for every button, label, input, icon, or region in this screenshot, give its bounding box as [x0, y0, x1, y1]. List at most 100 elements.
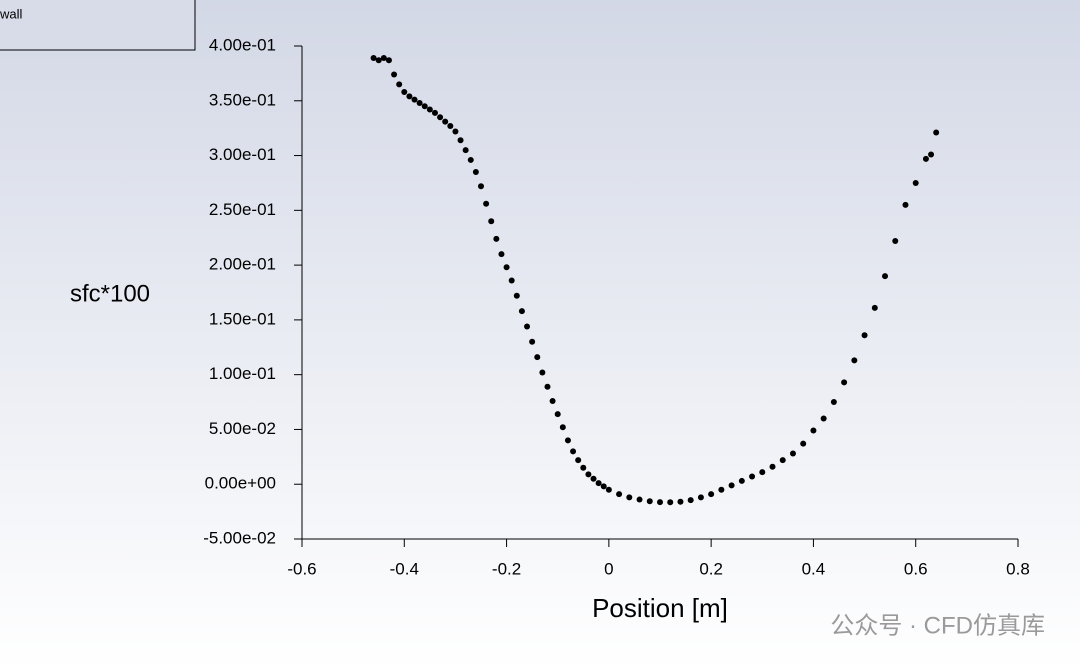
- data-point: [503, 264, 510, 271]
- data-point: [708, 491, 715, 498]
- data-point: [657, 499, 663, 506]
- data-point: [539, 369, 546, 376]
- data-point: [861, 332, 868, 339]
- x-tick-label: -0.6: [287, 559, 316, 578]
- data-point: [544, 383, 551, 390]
- data-point: [442, 118, 449, 125]
- y-tick-label: -5.00e-02: [203, 528, 276, 547]
- legend-entry: wall: [0, 6, 23, 21]
- y-tick-label: 1.00e-01: [209, 364, 276, 383]
- data-point: [467, 156, 474, 163]
- y-tick-label: 5.00e-02: [209, 419, 276, 438]
- data-point: [810, 427, 817, 434]
- data-point: [457, 137, 464, 144]
- data-point: [391, 71, 398, 78]
- data-point: [462, 147, 469, 154]
- data-point: [718, 486, 725, 493]
- x-axis-label: Position [m]: [592, 593, 728, 623]
- data-point: [851, 357, 858, 364]
- data-point: [841, 379, 848, 386]
- data-point: [600, 483, 607, 490]
- data-point: [380, 55, 387, 62]
- data-point: [590, 475, 597, 482]
- x-tick-label: 0: [604, 559, 613, 578]
- data-point: [882, 273, 889, 280]
- data-point: [759, 469, 766, 476]
- y-tick-label: 0.00e+00: [205, 474, 276, 493]
- data-point: [488, 218, 495, 225]
- x-tick-label: 0.2: [699, 559, 723, 578]
- legend-box: [0, 0, 196, 51]
- data-point: [437, 114, 444, 121]
- data-point: [922, 155, 929, 162]
- x-tick-label: 0.8: [1006, 559, 1030, 578]
- data-point: [570, 448, 577, 455]
- x-tick-label: 0.6: [904, 559, 928, 578]
- data-point: [498, 251, 505, 258]
- x-tick-label: -0.4: [390, 559, 419, 578]
- data-point: [472, 168, 479, 175]
- y-tick-label: 2.00e-01: [209, 255, 276, 274]
- y-tick-label: 2.50e-01: [209, 200, 276, 219]
- data-point: [493, 235, 500, 242]
- data-point: [559, 424, 566, 431]
- y-tick-label: 3.00e-01: [209, 145, 276, 164]
- y-tick-label: 4.00e-01: [209, 35, 276, 54]
- data-point: [830, 399, 837, 406]
- data-point: [687, 497, 694, 504]
- data-point: [871, 304, 878, 311]
- data-point: [697, 494, 704, 501]
- data-point: [508, 277, 515, 284]
- data-point: [452, 128, 459, 135]
- data-point: [800, 440, 807, 447]
- data-point: [447, 122, 454, 129]
- data-point: [779, 457, 786, 464]
- data-point: [636, 496, 643, 503]
- data-point: [626, 494, 633, 501]
- data-point: [385, 57, 392, 64]
- data-point: [912, 179, 919, 186]
- data-point: [529, 338, 536, 345]
- data-point: [411, 96, 418, 103]
- y-tick-label: 1.50e-01: [209, 309, 276, 328]
- y-tick-label: 3.50e-01: [209, 90, 276, 109]
- data-point: [928, 151, 935, 158]
- data-point: [549, 397, 556, 404]
- data-point: [580, 464, 587, 471]
- data-point: [677, 498, 684, 505]
- data-point: [605, 486, 612, 493]
- data-point: [646, 498, 653, 505]
- data-point: [426, 106, 433, 113]
- x-tick-label: 0.4: [802, 559, 826, 578]
- data-point: [534, 354, 541, 361]
- data-point: [789, 450, 796, 457]
- data-point: [396, 81, 403, 88]
- x-tick-label: -0.2: [492, 559, 521, 578]
- data-point: [738, 477, 745, 484]
- data-point: [585, 471, 592, 478]
- data-point: [421, 103, 428, 110]
- data-point: [478, 183, 484, 190]
- data-point: [375, 57, 382, 64]
- data-point: [769, 463, 776, 470]
- data-point: [416, 99, 423, 106]
- data-point: [431, 109, 438, 116]
- data-point: [892, 238, 899, 245]
- data-point: [667, 499, 674, 506]
- data-point: [554, 411, 561, 418]
- y-axis-label: sfc*100: [70, 280, 150, 307]
- data-point: [518, 308, 525, 315]
- watermark: 公众号 · CFD仿真库: [830, 612, 1045, 639]
- data-point: [749, 473, 756, 480]
- data-point: [575, 457, 582, 464]
- data-point: [616, 491, 623, 498]
- data-point: [401, 89, 408, 96]
- data-point: [513, 292, 520, 299]
- data-point: [820, 415, 827, 422]
- data-point: [524, 323, 531, 330]
- data-point: [933, 129, 940, 136]
- data-point: [902, 201, 909, 208]
